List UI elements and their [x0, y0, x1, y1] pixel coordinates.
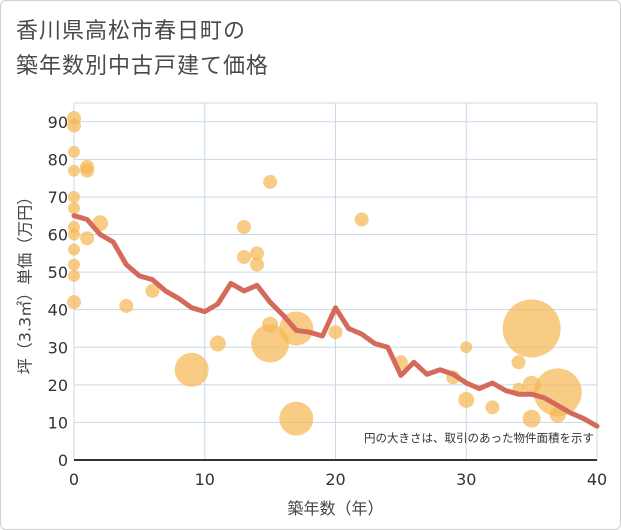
x-tick-label: 30 — [456, 470, 476, 489]
data-bubble — [250, 246, 265, 261]
data-bubble — [354, 212, 369, 227]
data-bubble — [68, 202, 80, 215]
y-tick-label: 20 — [48, 376, 68, 395]
y-tick-label: 40 — [48, 301, 68, 320]
chart-title-line-1: 香川県高松市春日町の — [16, 19, 247, 44]
data-bubble — [485, 400, 500, 415]
y-tick-label: 60 — [48, 226, 68, 245]
data-bubble — [80, 231, 95, 246]
data-bubble — [174, 352, 209, 387]
x-tick-labels: 0 10 20 30 40 — [69, 470, 607, 489]
y-tick-label: 30 — [48, 338, 68, 357]
x-axis-label: 築年数（年） — [287, 499, 383, 518]
bubble-layer — [67, 111, 582, 436]
data-bubble — [119, 298, 134, 313]
data-bubble — [145, 283, 160, 298]
data-bubble — [68, 269, 80, 282]
data-bubble — [250, 257, 265, 272]
y-tick-label: 90 — [48, 113, 68, 132]
data-bubble — [67, 118, 81, 133]
bubble-size-note: 円の大きさは、取引のあった物件面積を示す — [364, 431, 594, 445]
chart-title: 香川県高松市春日町の 築年数別中古戸建て価格 — [16, 14, 269, 84]
y-tick-label: 70 — [48, 188, 68, 207]
average-price-line — [71, 213, 600, 429]
data-bubble — [522, 409, 541, 428]
data-bubble — [209, 335, 226, 352]
data-bubble — [68, 164, 80, 177]
data-bubble — [68, 190, 80, 203]
x-tick-label: 0 — [69, 470, 79, 489]
chart-title-line-2: 築年数別中古戸建て価格 — [16, 54, 270, 79]
x-tick-label: 40 — [587, 470, 607, 489]
data-bubble — [502, 299, 561, 358]
data-bubble — [328, 325, 343, 340]
data-bubble — [263, 174, 278, 189]
data-bubble — [68, 258, 80, 271]
data-bubble — [68, 243, 80, 256]
y-tick-label: 50 — [48, 263, 68, 282]
data-bubble — [68, 228, 80, 241]
y-tick-label: 10 — [48, 413, 68, 432]
data-bubble — [549, 406, 566, 423]
data-bubble — [251, 324, 290, 363]
y-tick-labels: 0 10 20 30 40 50 60 70 80 90 — [48, 113, 68, 470]
y-tick-label: 80 — [48, 150, 68, 169]
x-tick-label: 10 — [195, 470, 215, 489]
data-bubble — [67, 295, 81, 310]
data-bubble — [533, 368, 582, 417]
y-axis-label: 坪（3.3㎡）単価（万円） — [16, 189, 35, 374]
data-bubble — [279, 401, 314, 436]
data-bubble — [460, 341, 473, 354]
data-bubble — [236, 250, 251, 265]
data-bubble — [511, 355, 526, 370]
y-tick-label: 0 — [58, 451, 68, 470]
data-bubble — [458, 391, 475, 408]
data-bubble — [68, 145, 80, 158]
data-bubble — [80, 163, 95, 178]
data-bubble — [236, 220, 251, 235]
x-tick-label: 20 — [325, 470, 345, 489]
